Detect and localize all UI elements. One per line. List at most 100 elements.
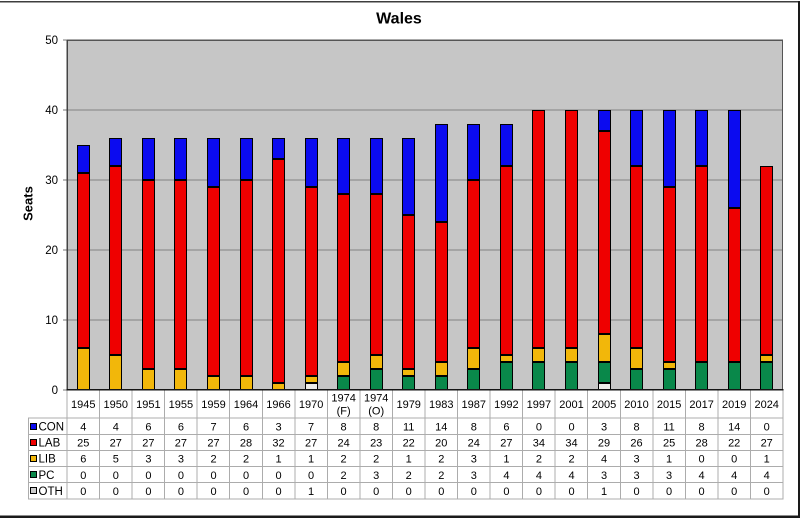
svg-text:CON: CON bbox=[39, 421, 65, 433]
svg-text:1: 1 bbox=[503, 454, 509, 466]
svg-text:24: 24 bbox=[468, 437, 480, 449]
svg-text:34: 34 bbox=[533, 437, 545, 449]
svg-text:4: 4 bbox=[113, 421, 119, 433]
svg-text:2: 2 bbox=[341, 470, 347, 482]
svg-text:2024: 2024 bbox=[754, 399, 778, 411]
svg-text:2: 2 bbox=[341, 454, 347, 466]
svg-text:8: 8 bbox=[373, 421, 379, 433]
svg-text:0: 0 bbox=[764, 421, 770, 433]
svg-text:Wales: Wales bbox=[376, 11, 422, 28]
svg-text:34: 34 bbox=[565, 437, 577, 449]
svg-text:3: 3 bbox=[178, 454, 184, 466]
svg-text:2: 2 bbox=[243, 454, 249, 466]
svg-text:29: 29 bbox=[598, 437, 610, 449]
svg-text:0: 0 bbox=[80, 470, 86, 482]
svg-text:1950: 1950 bbox=[104, 399, 128, 411]
svg-text:3: 3 bbox=[275, 421, 281, 433]
svg-text:1970: 1970 bbox=[299, 399, 323, 411]
svg-text:0: 0 bbox=[178, 470, 184, 482]
svg-text:0: 0 bbox=[210, 470, 216, 482]
svg-text:27: 27 bbox=[142, 437, 154, 449]
svg-text:0: 0 bbox=[699, 486, 705, 498]
svg-text:2: 2 bbox=[568, 454, 574, 466]
svg-text:4: 4 bbox=[731, 470, 737, 482]
svg-text:32: 32 bbox=[272, 437, 284, 449]
svg-text:0: 0 bbox=[243, 486, 249, 498]
svg-text:22: 22 bbox=[728, 437, 740, 449]
svg-text:27: 27 bbox=[500, 437, 512, 449]
svg-text:1964: 1964 bbox=[234, 399, 258, 411]
svg-text:27: 27 bbox=[761, 437, 773, 449]
svg-text:0: 0 bbox=[178, 486, 184, 498]
svg-text:0: 0 bbox=[113, 486, 119, 498]
svg-text:0: 0 bbox=[308, 470, 314, 482]
svg-text:27: 27 bbox=[110, 437, 122, 449]
svg-text:4: 4 bbox=[601, 454, 607, 466]
svg-text:24: 24 bbox=[337, 437, 349, 449]
svg-text:(O): (O) bbox=[368, 406, 384, 418]
svg-text:2: 2 bbox=[438, 470, 444, 482]
svg-text:1966: 1966 bbox=[266, 399, 290, 411]
svg-text:3: 3 bbox=[471, 454, 477, 466]
svg-text:LAB: LAB bbox=[39, 437, 61, 449]
svg-text:3: 3 bbox=[601, 470, 607, 482]
svg-text:0: 0 bbox=[666, 486, 672, 498]
svg-text:0: 0 bbox=[438, 486, 444, 498]
svg-text:40: 40 bbox=[45, 105, 58, 117]
svg-text:1983: 1983 bbox=[429, 399, 453, 411]
svg-text:3: 3 bbox=[471, 470, 477, 482]
svg-text:0: 0 bbox=[731, 486, 737, 498]
svg-text:20: 20 bbox=[45, 245, 58, 257]
svg-text:27: 27 bbox=[305, 437, 317, 449]
svg-text:1997: 1997 bbox=[527, 399, 551, 411]
svg-text:0: 0 bbox=[406, 486, 412, 498]
svg-text:1987: 1987 bbox=[462, 399, 486, 411]
svg-text:2: 2 bbox=[210, 454, 216, 466]
svg-text:1974: 1974 bbox=[331, 393, 355, 405]
svg-text:4: 4 bbox=[699, 470, 705, 482]
svg-text:2: 2 bbox=[438, 454, 444, 466]
svg-text:8: 8 bbox=[471, 421, 477, 433]
svg-text:7: 7 bbox=[210, 421, 216, 433]
svg-text:30: 30 bbox=[45, 175, 58, 187]
svg-text:PC: PC bbox=[39, 470, 55, 482]
svg-text:1945: 1945 bbox=[71, 399, 95, 411]
svg-text:1: 1 bbox=[764, 454, 770, 466]
svg-text:6: 6 bbox=[243, 421, 249, 433]
svg-text:1: 1 bbox=[666, 454, 672, 466]
svg-text:0: 0 bbox=[633, 486, 639, 498]
svg-text:11: 11 bbox=[663, 421, 674, 433]
svg-text:2005: 2005 bbox=[592, 399, 616, 411]
svg-text:1955: 1955 bbox=[169, 399, 193, 411]
svg-text:27: 27 bbox=[207, 437, 219, 449]
svg-text:25: 25 bbox=[663, 437, 675, 449]
svg-text:28: 28 bbox=[240, 437, 252, 449]
svg-text:6: 6 bbox=[80, 454, 86, 466]
svg-text:8: 8 bbox=[699, 421, 705, 433]
svg-text:2001: 2001 bbox=[559, 399, 583, 411]
svg-text:1: 1 bbox=[601, 486, 607, 498]
svg-text:27: 27 bbox=[175, 437, 187, 449]
svg-text:5: 5 bbox=[113, 454, 119, 466]
svg-text:4: 4 bbox=[764, 470, 770, 482]
svg-text:1979: 1979 bbox=[396, 399, 420, 411]
svg-text:(F): (F) bbox=[337, 406, 351, 418]
svg-text:LIB: LIB bbox=[39, 454, 57, 466]
svg-text:26: 26 bbox=[630, 437, 642, 449]
svg-text:3: 3 bbox=[145, 454, 151, 466]
svg-text:0: 0 bbox=[503, 486, 509, 498]
svg-text:25: 25 bbox=[77, 437, 89, 449]
svg-text:0: 0 bbox=[699, 454, 705, 466]
svg-text:1: 1 bbox=[308, 454, 314, 466]
svg-text:3: 3 bbox=[666, 470, 672, 482]
svg-text:0: 0 bbox=[568, 486, 574, 498]
svg-text:1992: 1992 bbox=[494, 399, 518, 411]
svg-text:1: 1 bbox=[406, 454, 412, 466]
svg-text:1: 1 bbox=[308, 486, 314, 498]
svg-text:OTH: OTH bbox=[39, 486, 63, 498]
svg-text:0: 0 bbox=[52, 385, 58, 397]
svg-text:6: 6 bbox=[503, 421, 509, 433]
svg-text:8: 8 bbox=[633, 421, 639, 433]
svg-text:1: 1 bbox=[275, 454, 281, 466]
svg-text:4: 4 bbox=[536, 470, 542, 482]
